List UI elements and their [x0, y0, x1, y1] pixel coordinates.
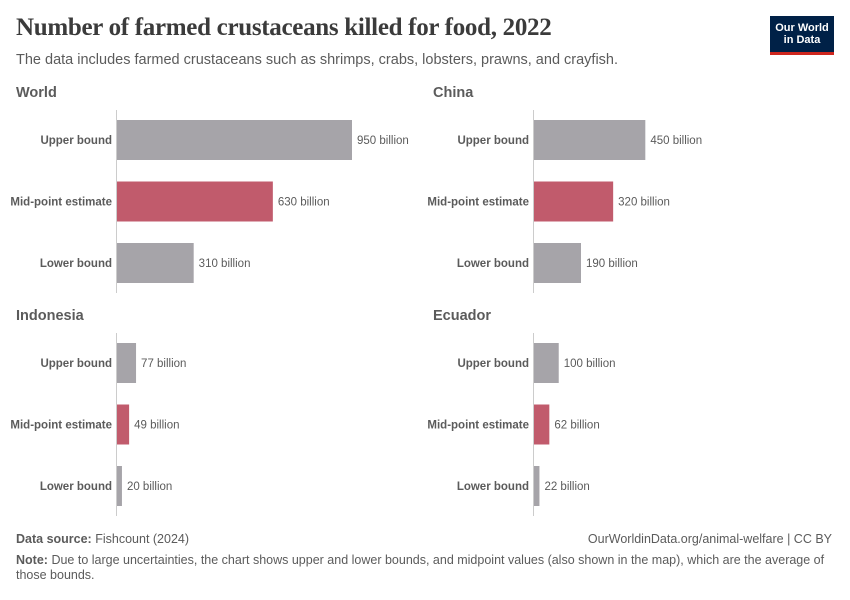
category-label: Lower bound: [40, 481, 112, 493]
category-label: Upper bound: [457, 358, 529, 370]
value-label: 20 billion: [127, 481, 172, 493]
category-label: Mid-point estimate: [10, 197, 112, 209]
bar: [117, 181, 273, 222]
panel-title-china: China: [433, 85, 474, 101]
category-label: Upper bound: [457, 135, 529, 147]
note-label: Note:: [16, 553, 48, 567]
bar: [534, 120, 646, 160]
value-label: 950 billion: [357, 135, 409, 147]
bar: [534, 181, 614, 222]
source-label: Data source:: [16, 532, 92, 546]
value-label: 100 billion: [564, 358, 616, 370]
bar: [534, 343, 559, 383]
category-label: Lower bound: [457, 481, 529, 493]
chart-subtitle: The data includes farmed crustaceans suc…: [16, 52, 619, 68]
value-label: 190 billion: [586, 258, 638, 270]
panel-title-world: World: [16, 85, 57, 101]
source-link[interactable]: OurWorldinData.org/animal-welfare | CC B…: [587, 532, 832, 546]
value-label: 22 billion: [544, 481, 589, 493]
value-label: 310 billion: [199, 258, 251, 270]
bar: [534, 243, 581, 283]
category-label: Mid-point estimate: [10, 420, 112, 432]
category-label: Mid-point estimate: [427, 197, 529, 209]
owid-logo[interactable]: Our World in Data: [770, 16, 834, 55]
chart-title: Number of farmed crustaceans killed for …: [16, 14, 552, 41]
bar: [534, 404, 550, 445]
bar: [117, 404, 130, 445]
bar: [117, 120, 352, 160]
category-label: Upper bound: [40, 135, 112, 147]
data-source: Data source: Fishcount (2024): [16, 532, 189, 546]
value-label: 49 billion: [134, 420, 179, 432]
value-label: 77 billion: [141, 358, 186, 370]
bar: [117, 343, 137, 383]
category-label: Mid-point estimate: [427, 420, 529, 432]
category-label: Upper bound: [40, 358, 112, 370]
panel-title-indonesia: Indonesia: [16, 308, 84, 324]
note: Note: Due to large uncertainties, the ch…: [16, 553, 831, 583]
bar: [117, 466, 122, 506]
value-label: 320 billion: [618, 197, 670, 209]
value-label: 450 billion: [650, 135, 702, 147]
bar: [534, 466, 540, 506]
category-label: Lower bound: [40, 258, 112, 270]
category-label: Lower bound: [457, 258, 529, 270]
source-value: Fishcount (2024): [95, 532, 190, 546]
value-label: 62 billion: [554, 420, 599, 432]
panel-title-ecuador: Ecuador: [433, 308, 492, 324]
bar: [117, 243, 194, 283]
note-text: Due to large uncertainties, the chart sh…: [16, 553, 825, 582]
value-label: 630 billion: [278, 197, 330, 209]
